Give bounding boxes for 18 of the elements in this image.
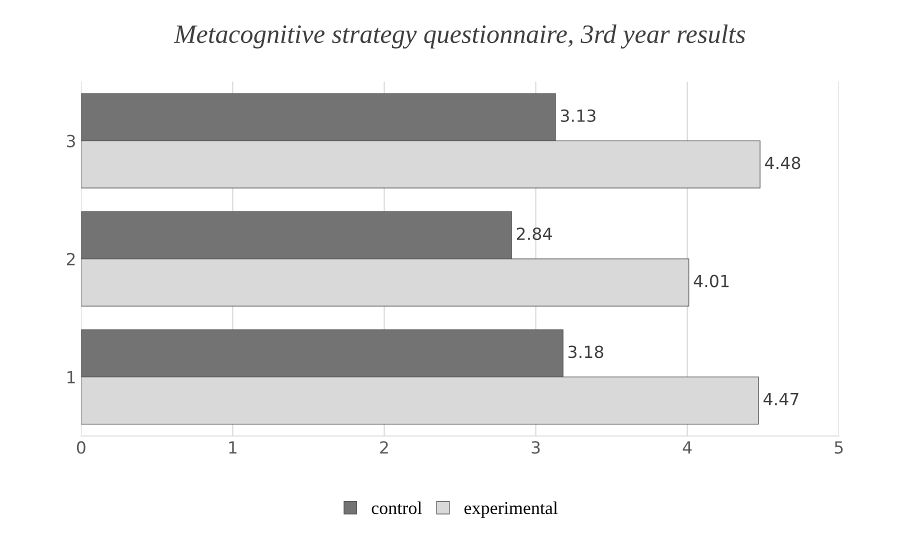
x-tick-label: 1	[229, 441, 236, 454]
y-tick-label: 1	[68, 371, 75, 384]
x-tick-label: 4	[682, 441, 692, 454]
data-label: 4.48	[765, 156, 800, 170]
data-label: 3.13	[560, 109, 596, 122]
data-label: 4.47	[764, 393, 798, 406]
x-tick-label: 3	[532, 441, 540, 454]
data-label: 4.01	[694, 274, 729, 288]
x-tick-label: 5	[834, 441, 843, 454]
data-label: 3.18	[568, 346, 604, 358]
y-tick-label: 3	[66, 134, 75, 148]
y-tick-label: 2	[66, 252, 75, 266]
data-label: 2.84	[516, 227, 552, 240]
legend-label: experimental	[464, 501, 558, 518]
x-tick-label: 0	[76, 441, 86, 454]
legend-label: control	[372, 501, 422, 514]
x-tick-label: 2	[380, 441, 388, 454]
chart-title: Metacognitive strategy questionnaire, 3rd year results	[174, 24, 746, 49]
